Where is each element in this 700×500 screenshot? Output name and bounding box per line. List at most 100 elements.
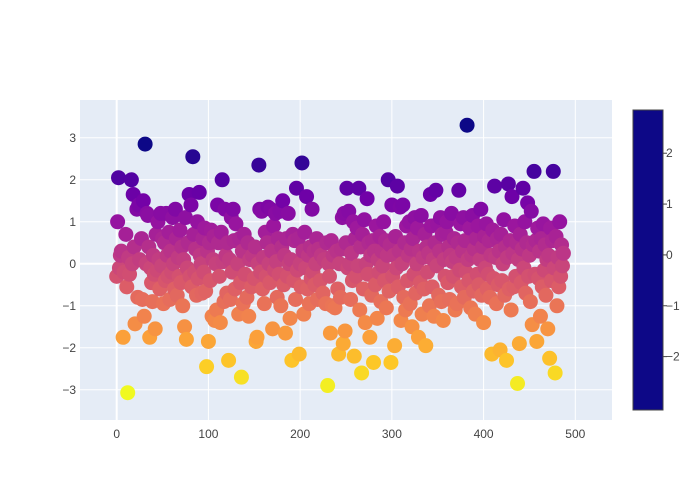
data-point [225,201,241,217]
data-point [115,329,131,345]
data-point [291,346,307,362]
data-point [346,348,362,364]
data-point [172,222,188,238]
data-point [523,203,539,219]
data-point [359,191,375,207]
data-point [178,331,194,347]
data-point [499,352,515,368]
colorbar-tick-label: 1 [666,197,673,211]
data-point [280,205,296,221]
data-point [256,296,272,312]
y-tick-label: −1 [62,299,76,313]
data-point [443,205,459,221]
x-tick-label: 500 [565,427,585,441]
x-tick-label: 100 [198,427,218,441]
data-point [212,315,228,331]
data-point [214,172,230,188]
data-point [183,197,199,213]
data-point [320,378,336,394]
data-point [247,239,263,255]
data-point [351,180,367,196]
y-axis-tick-labels: −3 −2 −1 0 1 2 3 [62,131,76,397]
x-tick-label: 200 [290,427,310,441]
data-point [288,291,304,307]
data-point [356,212,372,228]
data-point [473,201,489,217]
data-point [476,315,492,331]
data-point [547,365,563,381]
data-point [273,298,289,314]
data-point [503,302,519,318]
data-point [369,310,385,326]
data-point [282,310,298,326]
data-point [322,325,338,341]
x-tick-label: 300 [382,427,402,441]
data-point [299,189,315,205]
data-point [428,182,444,198]
data-point [265,321,281,337]
data-point [510,375,526,391]
data-points [109,117,571,401]
data-point [352,302,368,318]
data-point [119,279,135,295]
data-point [366,354,382,370]
data-point [357,315,373,331]
y-tick-label: 3 [69,131,76,145]
x-axis-tick-labels: 0 100 200 300 400 500 [113,427,585,441]
data-point [199,359,215,375]
data-point [496,212,512,228]
data-point [177,319,193,335]
colorbar: 2 1 0 −1 −2 [632,109,680,411]
data-point [343,291,359,307]
data-point [136,308,152,324]
data-point [228,216,244,232]
data-point [500,176,516,192]
data-point [249,329,265,345]
data-point [389,178,405,194]
data-point [555,245,571,261]
data-point [275,193,291,209]
data-point [552,214,568,230]
data-point [233,369,249,385]
data-point [383,354,399,370]
colorbar-tick-label: −2 [666,350,680,364]
y-tick-label: 0 [69,257,76,271]
data-point [111,170,127,186]
data-point [459,117,475,133]
data-point [110,214,126,230]
data-point [487,178,503,194]
data-point [266,218,282,234]
y-tick-label: 1 [69,215,76,229]
data-point [545,163,561,179]
x-tick-label: 400 [474,427,494,441]
data-point [200,333,216,349]
y-tick-label: −2 [62,341,76,355]
data-point [177,210,193,226]
data-point [362,329,378,345]
colorbar-tick-label: 0 [666,248,673,262]
data-point [504,189,520,205]
data-point [135,193,151,209]
data-point [532,308,548,324]
data-point [335,336,351,352]
data-point [241,308,257,324]
data-point [542,350,558,366]
data-point [526,163,542,179]
y-tick-label: 2 [69,173,76,187]
data-point [221,352,237,368]
data-point [277,325,293,341]
colorbar-tick-label: −1 [666,299,680,313]
data-point [549,298,565,314]
data-point [451,182,467,198]
data-point [522,294,538,310]
data-point [147,321,163,337]
data-point [211,268,227,284]
data-point [294,155,310,171]
data-point [387,338,403,354]
data-point [418,338,434,354]
colorbar-bar [632,109,664,411]
data-point [538,287,554,303]
data-point [515,180,531,196]
data-point [118,226,134,242]
